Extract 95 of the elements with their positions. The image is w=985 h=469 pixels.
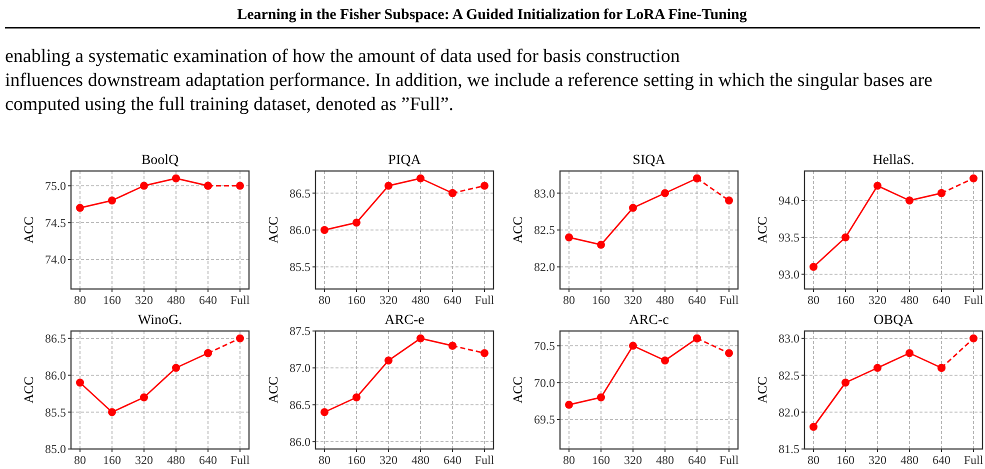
y-axis-title: ACC xyxy=(754,376,770,404)
x-tick-label: 80 xyxy=(563,453,575,467)
x-tick-label: 480 xyxy=(900,293,918,307)
y-tick-label: 86.0 xyxy=(45,368,66,382)
text: computed using the full training dataset, denoted as ”Full”. xyxy=(5,94,454,115)
x-tick-label: 480 xyxy=(167,453,185,467)
x-tick-label: 640 xyxy=(199,453,217,467)
y-tick-label: 87.5 xyxy=(290,324,310,338)
x-tick-label: 80 xyxy=(563,293,575,307)
y-tick-label: 86.5 xyxy=(290,398,310,412)
x-tick-label: 480 xyxy=(900,453,918,467)
chart-title: HellaS. xyxy=(872,153,914,168)
x-tick-label: Full xyxy=(719,293,740,307)
x-tick-label: 480 xyxy=(656,453,674,467)
x-tick-label: 160 xyxy=(836,293,854,307)
y-tick-label: 93.5 xyxy=(778,230,800,245)
y-tick-label: 82.0 xyxy=(778,405,800,420)
chart-title: ARC-e xyxy=(384,313,424,328)
x-tick-label: 640 xyxy=(199,293,217,307)
y-tick-label: 86.0 xyxy=(290,434,310,449)
x-tick-label: 160 xyxy=(348,293,366,307)
chart-title: ARC-c xyxy=(629,313,669,328)
x-tick-label: 480 xyxy=(412,293,430,307)
chart-title: OBQA xyxy=(874,313,914,328)
x-tick-label: 80 xyxy=(318,453,330,467)
x-tick-label: 160 xyxy=(836,453,854,467)
chart-title: BoolQ xyxy=(141,153,179,168)
y-tick-label: 70.5 xyxy=(534,338,555,353)
x-tick-label: 640 xyxy=(688,293,706,307)
y-tick-label: 70.0 xyxy=(534,376,555,390)
y-tick-label: 85.5 xyxy=(290,260,310,274)
x-tick-label: Full xyxy=(474,293,495,307)
x-tick-label: 160 xyxy=(348,453,366,467)
x-tick-label: 80 xyxy=(74,293,86,307)
x-tick-label: 320 xyxy=(135,453,153,467)
y-tick-label: 86.5 xyxy=(290,186,310,200)
x-tick-label: 480 xyxy=(412,453,430,467)
x-tick-label: Full xyxy=(474,453,495,467)
y-axis-title: ACC xyxy=(510,216,525,244)
y-tick-label: 82.5 xyxy=(534,223,555,238)
y-tick-label: 85.5 xyxy=(45,405,66,420)
x-tick-label: 160 xyxy=(103,293,121,307)
x-tick-label: 80 xyxy=(808,453,820,467)
x-tick-label: 640 xyxy=(932,453,950,467)
text: influences downstream adaptation performance. In addition, we include a reference setting in which the singular bases are xyxy=(5,70,932,91)
x-tick-label: Full xyxy=(230,453,250,467)
chart-title: SIQA xyxy=(632,153,666,168)
x-tick-label: 320 xyxy=(380,453,398,467)
y-tick-label: 83.0 xyxy=(534,186,555,200)
y-tick-label: 74.0 xyxy=(45,252,66,267)
x-tick-label: Full xyxy=(230,293,250,307)
x-tick-label: 320 xyxy=(624,453,642,467)
chart-title: WinoG. xyxy=(138,313,182,328)
y-tick-label: 86.0 xyxy=(290,223,310,238)
y-tick-label: 81.5 xyxy=(778,442,800,456)
y-tick-label: 75.0 xyxy=(45,178,66,193)
y-axis-title: ACC xyxy=(266,376,280,404)
x-tick-label: 640 xyxy=(444,453,462,467)
text: enabling a systematic examination of how the amount of data used for basis construction xyxy=(5,46,680,67)
x-tick-label: 480 xyxy=(167,293,185,307)
y-tick-label: 82.0 xyxy=(534,260,555,274)
y-tick-label: 94.0 xyxy=(778,194,800,208)
y-axis-title: ACC xyxy=(21,376,36,404)
y-tick-label: 85.0 xyxy=(45,442,66,456)
chart-title: PIQA xyxy=(388,153,422,168)
x-tick-label: 80 xyxy=(808,293,820,307)
y-tick-label: 82.5 xyxy=(778,368,800,382)
x-tick-label: Full xyxy=(964,293,984,307)
y-axis-title: ACC xyxy=(266,216,280,244)
y-tick-label: 74.5 xyxy=(45,216,66,230)
y-axis-title: ACC xyxy=(21,216,36,244)
x-tick-label: 640 xyxy=(688,453,706,467)
x-tick-label: 160 xyxy=(103,453,121,467)
y-axis-title: ACC xyxy=(510,376,525,404)
x-tick-label: Full xyxy=(719,453,740,467)
x-tick-label: 320 xyxy=(135,293,153,307)
y-tick-label: 93.0 xyxy=(778,267,800,282)
x-tick-label: Full xyxy=(964,453,984,467)
y-tick-label: 69.5 xyxy=(534,412,555,427)
text: Learning in the Fisher Subspace: A Guided Initialization for LoRA Fine-Tuning xyxy=(237,7,748,23)
x-tick-label: 640 xyxy=(444,293,462,307)
x-tick-label: 320 xyxy=(868,293,886,307)
x-tick-label: 80 xyxy=(318,293,330,307)
x-tick-label: 320 xyxy=(624,293,642,307)
x-tick-label: 160 xyxy=(592,293,610,307)
y-tick-label: 87.0 xyxy=(290,361,310,376)
x-tick-label: 320 xyxy=(380,293,398,307)
x-tick-label: 480 xyxy=(656,293,674,307)
y-tick-label: 83.0 xyxy=(778,332,800,346)
y-tick-label: 86.5 xyxy=(45,332,66,346)
x-tick-label: 80 xyxy=(74,453,86,467)
y-axis-title: ACC xyxy=(754,216,770,244)
x-tick-label: 320 xyxy=(868,453,886,467)
x-tick-label: 640 xyxy=(932,293,950,307)
x-tick-label: 160 xyxy=(592,453,610,467)
